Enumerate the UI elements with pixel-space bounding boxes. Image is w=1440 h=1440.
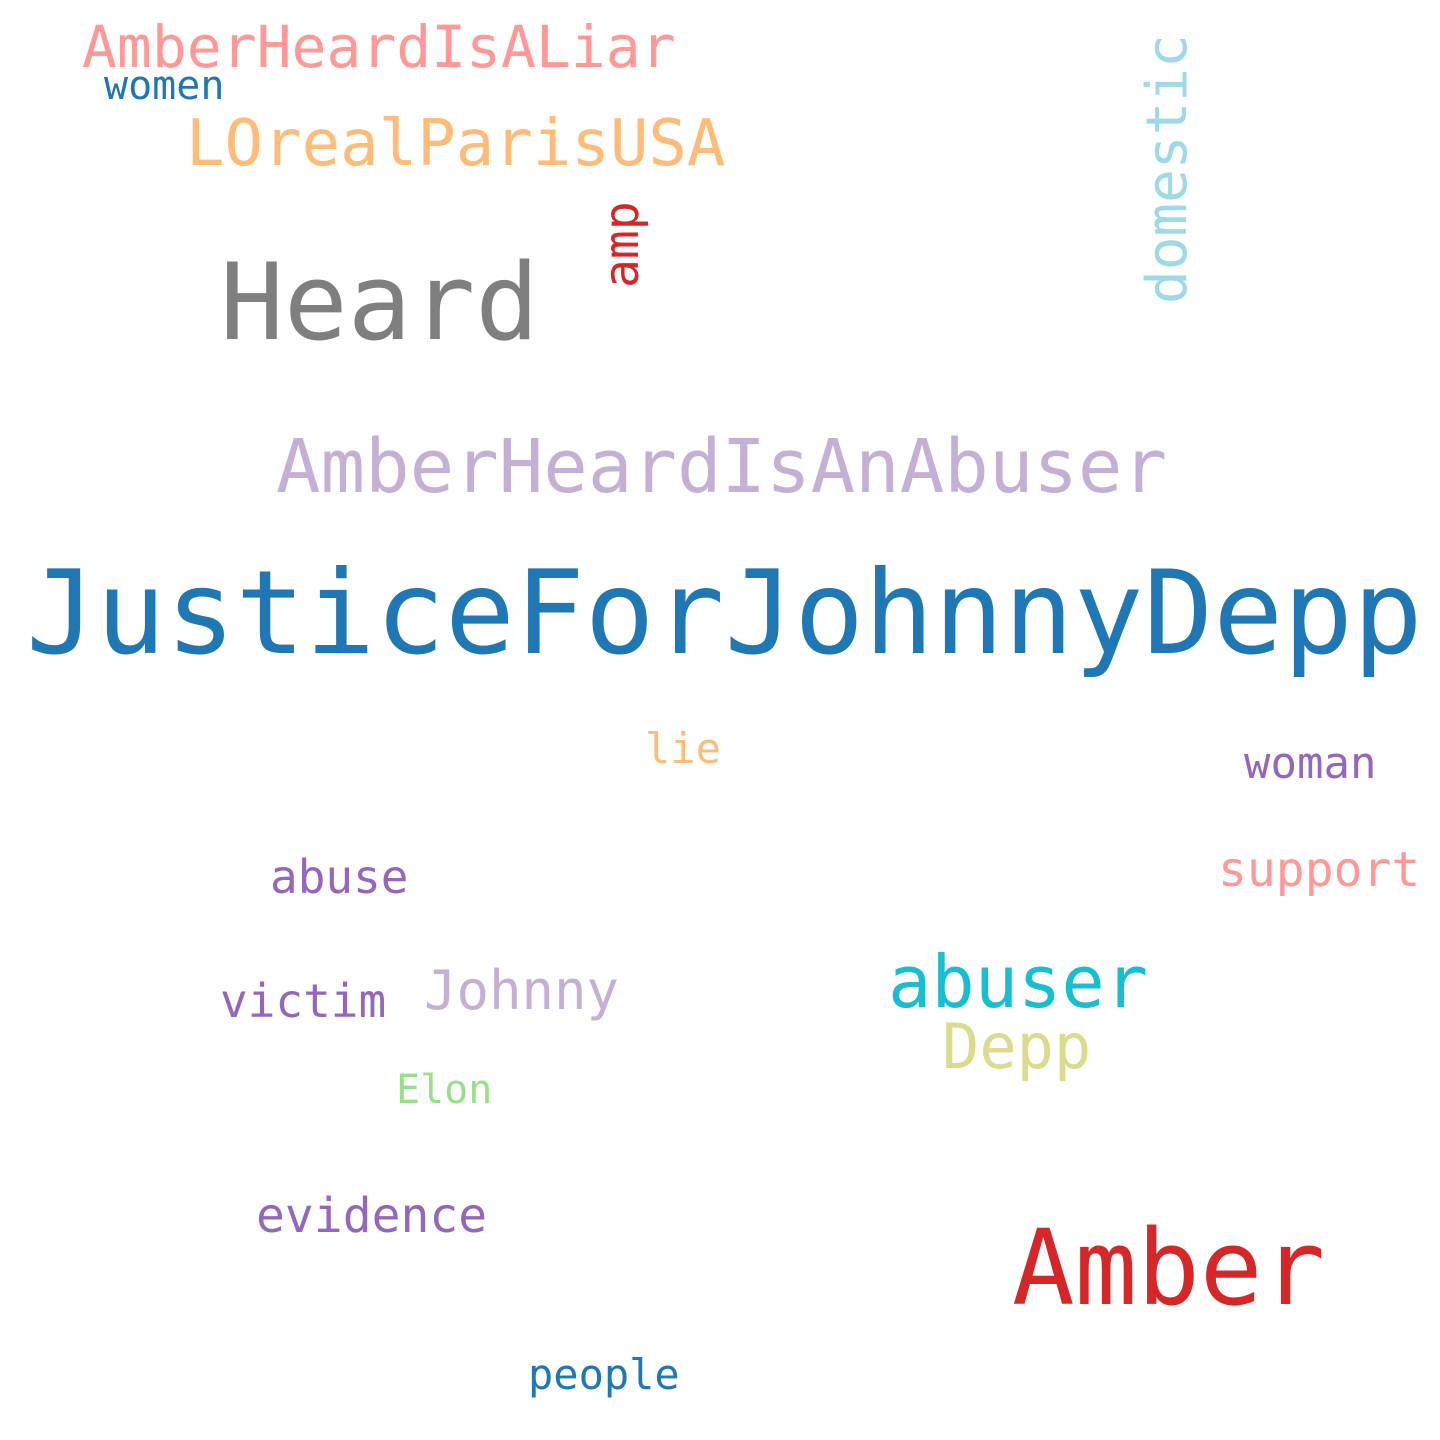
word-abuser: abuser: [888, 940, 1149, 1024]
word-women: women: [104, 63, 225, 109]
word-lie: lie: [645, 724, 721, 773]
word-depp: Depp: [942, 1010, 1092, 1083]
word-amp: amp: [594, 201, 650, 288]
word-amberheardisaliar: AmberHeardIsALiar: [82, 13, 676, 81]
word-support: support: [1218, 842, 1421, 898]
word-lorealparisusa: LOrealParisUSA: [186, 107, 726, 181]
word-abuse: abuse: [270, 850, 409, 904]
word-elon: Elon: [396, 1067, 493, 1113]
word-heard: Heard: [220, 241, 540, 364]
word-justicefor: JusticeForJohnnyDepp: [26, 546, 1423, 681]
word-victim: victim: [220, 974, 387, 1028]
word-amber: Amber: [1012, 1207, 1326, 1329]
word-domestic: domestic: [1135, 34, 1200, 304]
word-amberheardisanabuser: AmberHeardIsAnAbuser: [276, 424, 1168, 510]
word-johnny: Johnny: [424, 959, 620, 1022]
word-evidence: evidence: [256, 1188, 488, 1244]
word-woman: woman: [1244, 738, 1377, 789]
word-people: people: [528, 1350, 680, 1399]
